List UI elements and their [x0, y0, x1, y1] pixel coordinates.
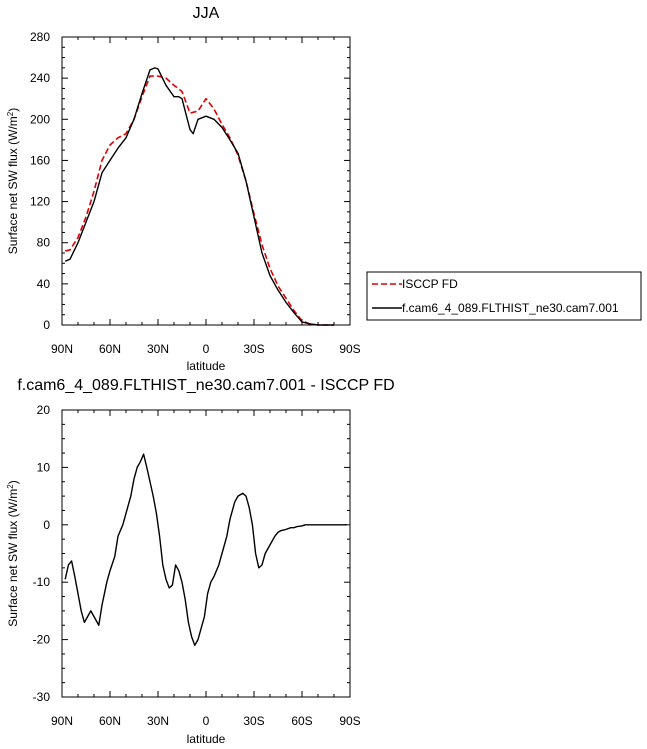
y-axis-label: Surface net SW flux (W/m2)	[6, 480, 21, 626]
x-axis-label: latitude	[187, 732, 226, 746]
x-tick-label: 90S	[339, 342, 360, 356]
legend-box	[366, 271, 642, 321]
x-tick-label: 60N	[99, 342, 121, 356]
tick-group: 90N 60N 30N 0 30S 60S 90S -30 -20 -10 0 10 20	[33, 403, 361, 728]
y-tick-label: 40	[37, 277, 51, 291]
chart-title: f.cam6_4_089.FLTHIST_ne30.cam7.001 - ISC…	[17, 377, 394, 394]
chart-title: JJA	[193, 5, 220, 22]
x-tick-label: 90N	[51, 714, 73, 728]
plot-frame	[61, 409, 351, 698]
y-tick-label: -10	[33, 575, 51, 589]
tick-group: 90N 60N 30N 0 30S 60S 90S 0 40 80 120 160 200 240 280	[30, 30, 361, 356]
x-tick-label: 30N	[147, 714, 169, 728]
y-tick-label: 200	[30, 112, 50, 126]
y-tick-label: 240	[30, 71, 50, 85]
y-tick-label: -30	[33, 690, 51, 704]
x-axis-label: latitude	[187, 359, 226, 373]
y-tick-label: 80	[37, 236, 51, 250]
x-tick-label: 30S	[243, 342, 264, 356]
y-tick-label: 20	[37, 403, 51, 417]
x-tick-label: 0	[203, 714, 210, 728]
series-line-0	[64, 453, 347, 647]
x-tick-label: 0	[203, 342, 210, 356]
x-tick-label: 60S	[291, 342, 312, 356]
series-line-1	[64, 67, 334, 326]
legend-label: ISCCP FD	[402, 277, 458, 291]
y-tick-label: 0	[43, 318, 50, 332]
chart-panel-top: JJA Surface net SW flux (W/m2) latitude …	[6, 5, 361, 373]
x-tick-label: 60S	[291, 714, 312, 728]
legend: ISCCP FD f.cam6_4_089.FLTHIST_ne30.cam7.0…	[366, 271, 642, 321]
series-group	[64, 453, 347, 647]
x-tick-label: 60N	[99, 714, 121, 728]
y-tick-label: 280	[30, 30, 50, 44]
y-tick-label: 160	[30, 153, 50, 167]
x-tick-label: 90S	[339, 714, 360, 728]
x-tick-label: 30S	[243, 714, 264, 728]
series-group	[64, 67, 334, 326]
chart-panel-bottom: f.cam6_4_089.FLTHIST_ne30.cam7.001 - ISC…	[6, 377, 395, 746]
y-axis-label: Surface net SW flux (W/m2)	[6, 108, 21, 254]
x-tick-label: 90N	[51, 342, 73, 356]
y-tick-label: 0	[43, 518, 50, 532]
y-tick-label: -20	[33, 633, 51, 647]
series-line-0	[65, 75, 334, 326]
y-tick-label: 10	[37, 460, 51, 474]
legend-label: f.cam6_4_089.FLTHIST_ne30.cam7.001	[402, 301, 619, 315]
y-tick-label: 120	[30, 195, 50, 209]
x-tick-label: 30N	[147, 342, 169, 356]
plot-frame	[61, 36, 351, 326]
